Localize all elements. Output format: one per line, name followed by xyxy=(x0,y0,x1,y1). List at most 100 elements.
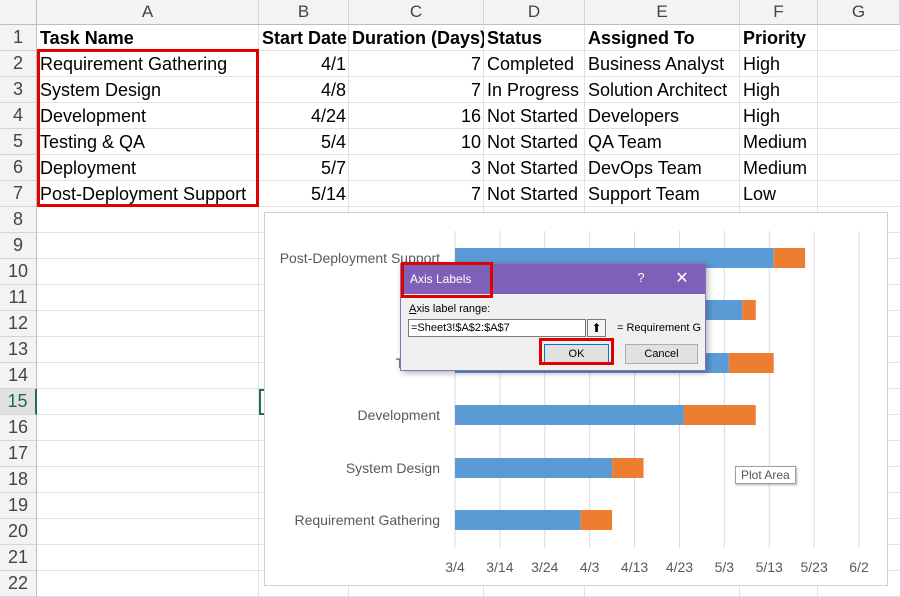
bar-duration-3[interactable] xyxy=(728,353,774,373)
dialog-title: Axis Labels xyxy=(410,272,472,286)
bar-start-0[interactable] xyxy=(455,510,581,530)
gridline xyxy=(37,76,900,77)
cell-duration[interactable]: 3 xyxy=(470,158,481,178)
row-header-13[interactable]: 13 xyxy=(0,337,37,363)
cell-task[interactable]: Post-Deployment Support xyxy=(40,184,247,204)
cell-duration[interactable]: 16 xyxy=(460,106,481,126)
header-cell-priority[interactable]: Priority xyxy=(743,28,807,48)
column-header-g[interactable]: G xyxy=(818,0,900,25)
row-header-21[interactable]: 21 xyxy=(0,545,37,571)
row-header-2[interactable]: 2 xyxy=(0,51,37,77)
header-cell-status[interactable]: Status xyxy=(487,28,543,48)
cell-priority[interactable]: High xyxy=(743,54,781,74)
row-header-1[interactable]: 1 xyxy=(0,25,37,51)
bar-start-2[interactable] xyxy=(455,405,684,425)
row-header-5[interactable]: 5 xyxy=(0,129,37,155)
row-header-19[interactable]: 19 xyxy=(0,493,37,519)
ok-button[interactable]: OK xyxy=(544,344,609,364)
cell-duration[interactable]: 10 xyxy=(460,132,481,152)
x-tick-label: 5/3 xyxy=(715,559,735,575)
cell-assigned[interactable]: Support Team xyxy=(588,184,700,204)
header-cell-task[interactable]: Task Name xyxy=(40,28,134,48)
cell-assigned[interactable]: QA Team xyxy=(588,132,662,152)
cell-status[interactable]: Not Started xyxy=(487,132,579,152)
cell-priority[interactable]: High xyxy=(743,106,781,126)
row-header-4[interactable]: 4 xyxy=(0,103,37,129)
cell-start[interactable]: 5/4 xyxy=(320,132,346,152)
cell-task[interactable]: Development xyxy=(40,106,147,126)
cell-duration[interactable]: 7 xyxy=(470,54,481,74)
cell-start[interactable]: 5/7 xyxy=(320,158,346,178)
cell-status[interactable]: Not Started xyxy=(487,184,579,204)
cell-task[interactable]: Requirement Gathering xyxy=(40,54,228,74)
plot-area-tooltip: Plot Area xyxy=(735,466,796,484)
column-header-c[interactable]: C xyxy=(349,0,484,25)
row-header-10[interactable]: 10 xyxy=(0,259,37,285)
bar-duration-4[interactable] xyxy=(742,300,756,320)
cell-start[interactable]: 4/8 xyxy=(320,80,346,100)
dialog-titlebar[interactable]: Axis Labels ? ✕ xyxy=(401,264,705,294)
header-cell-assigned[interactable]: Assigned To xyxy=(588,28,695,48)
row-header-22[interactable]: 22 xyxy=(0,571,37,597)
axis-labels-dialog[interactable]: Axis Labels ? ✕ Axis label range: =Sheet… xyxy=(400,263,706,371)
x-tick-label: 3/4 xyxy=(445,559,465,575)
cell-task[interactable]: System Design xyxy=(40,80,162,100)
cell-status[interactable]: Not Started xyxy=(487,158,579,178)
x-tick-label: 4/3 xyxy=(580,559,600,575)
row-header-14[interactable]: 14 xyxy=(0,363,37,389)
column-header-b[interactable]: B xyxy=(259,0,349,25)
row-header-8[interactable]: 8 xyxy=(0,207,37,233)
help-button[interactable]: ? xyxy=(637,270,645,285)
cell-assigned[interactable]: Developers xyxy=(588,106,680,126)
cell-start[interactable]: 5/14 xyxy=(310,184,346,204)
header-cell-start[interactable]: Start Date xyxy=(262,28,348,48)
cell-assigned[interactable]: Solution Architect xyxy=(588,80,728,100)
gridline xyxy=(37,154,900,155)
bar-duration-5[interactable] xyxy=(773,248,806,268)
select-all-corner[interactable] xyxy=(0,0,37,25)
column-header-a[interactable]: A xyxy=(37,0,259,25)
cell-task[interactable]: Deployment xyxy=(40,158,137,178)
cell-start[interactable]: 4/24 xyxy=(310,106,346,126)
axis-label-range-input[interactable]: =Sheet3!$A$2:$A$7 xyxy=(408,319,586,337)
row-header-17[interactable]: 17 xyxy=(0,441,37,467)
cell-status[interactable]: In Progress xyxy=(487,80,580,100)
row-header-11[interactable]: 11 xyxy=(0,285,37,311)
bar-duration-1[interactable] xyxy=(612,458,644,478)
collapse-arrow-icon: ⬆ xyxy=(591,321,602,335)
row-header-3[interactable]: 3 xyxy=(0,77,37,103)
bar-duration-0[interactable] xyxy=(580,510,613,530)
cell-task[interactable]: Testing & QA xyxy=(40,132,146,152)
collapse-dialog-button[interactable]: ⬆ xyxy=(587,319,606,337)
row-header-6[interactable]: 6 xyxy=(0,155,37,181)
cell-assigned[interactable]: DevOps Team xyxy=(588,158,702,178)
row-header-12[interactable]: 12 xyxy=(0,311,37,337)
column-header-e[interactable]: E xyxy=(585,0,740,25)
gridline xyxy=(37,180,900,181)
row-header-20[interactable]: 20 xyxy=(0,519,37,545)
bar-start-1[interactable] xyxy=(455,458,613,478)
x-tick-label: 6/2 xyxy=(849,559,869,575)
cancel-button[interactable]: Cancel xyxy=(625,344,698,364)
header-cell-duration[interactable]: Duration (Days) xyxy=(352,28,484,48)
cell-priority[interactable]: High xyxy=(743,80,781,100)
cell-duration[interactable]: 7 xyxy=(470,80,481,100)
close-button[interactable]: ✕ xyxy=(675,270,689,287)
cell-priority[interactable]: Medium xyxy=(743,158,808,178)
row-header-7[interactable]: 7 xyxy=(0,181,37,207)
cell-start[interactable]: 4/1 xyxy=(320,54,346,74)
cell-assigned[interactable]: Business Analyst xyxy=(588,54,725,74)
bar-duration-2[interactable] xyxy=(683,405,756,425)
row-header-15[interactable]: 15 xyxy=(0,389,37,415)
cell-status[interactable]: Not Started xyxy=(487,106,579,126)
cell-priority[interactable]: Medium xyxy=(743,132,808,152)
column-header-d[interactable]: D xyxy=(484,0,585,25)
cell-duration[interactable]: 7 xyxy=(470,184,481,204)
row-header-9[interactable]: 9 xyxy=(0,233,37,259)
row-header-16[interactable]: 16 xyxy=(0,415,37,441)
row-header-18[interactable]: 18 xyxy=(0,467,37,493)
cell-priority[interactable]: Low xyxy=(743,184,777,204)
cell-status[interactable]: Completed xyxy=(487,54,575,74)
column-header-f[interactable]: F xyxy=(740,0,818,25)
